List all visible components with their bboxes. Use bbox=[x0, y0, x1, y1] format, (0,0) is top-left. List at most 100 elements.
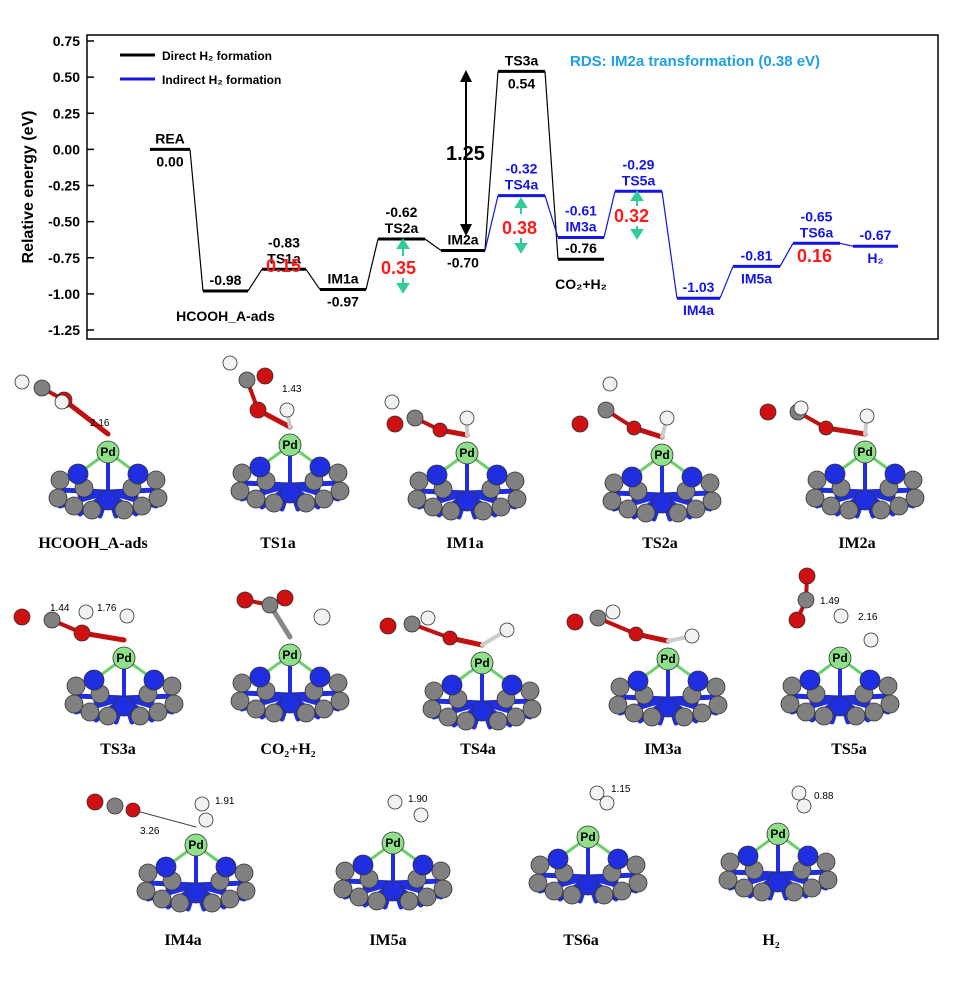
carbon-atom bbox=[520, 681, 540, 701]
nitrogen-atom bbox=[155, 856, 177, 878]
carbon-atom bbox=[264, 703, 284, 723]
carbon-atom bbox=[668, 503, 688, 523]
pd-atom-label: Pd bbox=[116, 651, 131, 665]
oxygen-atom bbox=[249, 401, 267, 419]
carbon-atom bbox=[438, 707, 458, 727]
carbon-atom bbox=[246, 699, 266, 719]
pd-atom bbox=[853, 440, 877, 464]
carbon-atom bbox=[491, 497, 511, 517]
pd-atom bbox=[112, 646, 136, 670]
connector bbox=[424, 238, 442, 252]
nitrogen-atom bbox=[127, 463, 149, 485]
carbon-atom bbox=[608, 695, 628, 715]
carbon-atom bbox=[805, 488, 825, 508]
hydrogen-atom bbox=[684, 628, 700, 644]
level-name: TS4a bbox=[505, 177, 539, 193]
carbon-atom bbox=[473, 501, 493, 521]
level-name: CO₂+H₂ bbox=[555, 276, 607, 292]
nitrogen-atom bbox=[143, 669, 165, 691]
level-name: IM1a bbox=[327, 271, 358, 287]
connector bbox=[247, 268, 263, 292]
carbon-atom bbox=[604, 473, 624, 493]
arrowhead-up-black bbox=[460, 70, 472, 82]
y-tick-label: -1.00 bbox=[48, 286, 80, 302]
nitrogen-atom bbox=[441, 674, 463, 696]
carbon-atom bbox=[238, 371, 256, 389]
connector bbox=[719, 266, 734, 299]
oxygen-atom bbox=[798, 567, 816, 585]
barrier-ts5a: 0.32 bbox=[614, 206, 649, 226]
hydrogen-atom bbox=[194, 796, 210, 812]
level-name: IM2a bbox=[447, 232, 478, 248]
pd-atom bbox=[828, 646, 852, 670]
carbon-atom bbox=[821, 496, 841, 516]
pd-atom-label: Pd bbox=[188, 838, 203, 852]
carbon-atom bbox=[202, 893, 222, 913]
carbon-atom bbox=[423, 497, 443, 517]
carbon-atom bbox=[43, 611, 61, 629]
distance-label: 1.43 bbox=[282, 384, 302, 395]
pd-atom-label: Pd bbox=[100, 445, 115, 459]
level-energy: -0.70 bbox=[447, 255, 479, 271]
structure-label: TS5a bbox=[831, 741, 867, 758]
carbon-atom bbox=[612, 881, 632, 901]
carbon-atom bbox=[594, 885, 614, 905]
carbon-atom bbox=[399, 891, 419, 911]
carbon-atom bbox=[80, 702, 100, 722]
level-name: IM4a bbox=[683, 302, 714, 318]
carbon-atom bbox=[146, 470, 166, 490]
structure-label: H₂ bbox=[762, 932, 779, 949]
hydrogen-atom bbox=[793, 400, 809, 416]
level-name: IM3a bbox=[565, 219, 596, 235]
fragment-bond bbox=[61, 397, 111, 437]
legend-label-indirect: Indirect H₂ formation bbox=[162, 73, 281, 87]
nitrogen-atom bbox=[767, 871, 789, 893]
connector bbox=[661, 191, 678, 299]
carbon-atom bbox=[589, 609, 607, 627]
pd-atom bbox=[656, 647, 680, 671]
carbon-atom bbox=[66, 676, 86, 696]
carbon-atom bbox=[456, 711, 476, 731]
level-energy: -0.67 bbox=[860, 227, 892, 243]
level-energy: -0.29 bbox=[623, 156, 655, 172]
hydrogen-atom bbox=[833, 608, 849, 624]
carbon-atom bbox=[82, 500, 102, 520]
oxygen-atom bbox=[236, 591, 254, 609]
hydrogen-atom bbox=[499, 622, 515, 638]
carbon-atom bbox=[422, 699, 442, 719]
y-tick-label: 0.25 bbox=[53, 105, 80, 121]
nitrogen-atom bbox=[657, 696, 679, 718]
carbon-atom bbox=[138, 863, 158, 883]
carbon-atom bbox=[597, 401, 615, 419]
carbon-atom bbox=[602, 491, 622, 511]
oxygen-atom bbox=[386, 415, 404, 433]
carbon-atom bbox=[796, 702, 816, 722]
nitrogen-atom bbox=[67, 463, 89, 485]
nitrogen-atom bbox=[426, 464, 448, 486]
level-name: HCOOH_A-ads bbox=[176, 308, 275, 324]
carbon-atom bbox=[403, 615, 421, 633]
carbon-atom bbox=[839, 500, 859, 520]
level-name: TS1a bbox=[267, 250, 301, 266]
nitrogen-atom bbox=[352, 854, 374, 876]
carbon-atom bbox=[261, 596, 279, 614]
distance-label: 2.16 bbox=[858, 612, 878, 623]
structure-label: TS4a bbox=[460, 741, 496, 758]
carbon-atom bbox=[708, 695, 728, 715]
structure-label: TS1a bbox=[260, 535, 296, 552]
carbon-atom bbox=[544, 881, 564, 901]
carbon-atom bbox=[903, 470, 923, 490]
nitrogen-atom bbox=[854, 489, 876, 511]
hydrogen-atom bbox=[313, 608, 331, 626]
nitrogen-atom bbox=[471, 700, 493, 722]
nitrogen-atom bbox=[215, 856, 237, 878]
carbon-atom bbox=[700, 473, 720, 493]
nitrogen-atom bbox=[829, 695, 851, 717]
structure-label: TS3a bbox=[100, 741, 136, 758]
level-energy: -0.83 bbox=[268, 234, 300, 250]
carbon-atom bbox=[624, 703, 644, 723]
nitrogen-atom bbox=[627, 670, 649, 692]
hydrogen-atom bbox=[413, 807, 429, 823]
fragment-bond bbox=[132, 809, 197, 828]
y-tick-label: -1.25 bbox=[48, 322, 80, 338]
